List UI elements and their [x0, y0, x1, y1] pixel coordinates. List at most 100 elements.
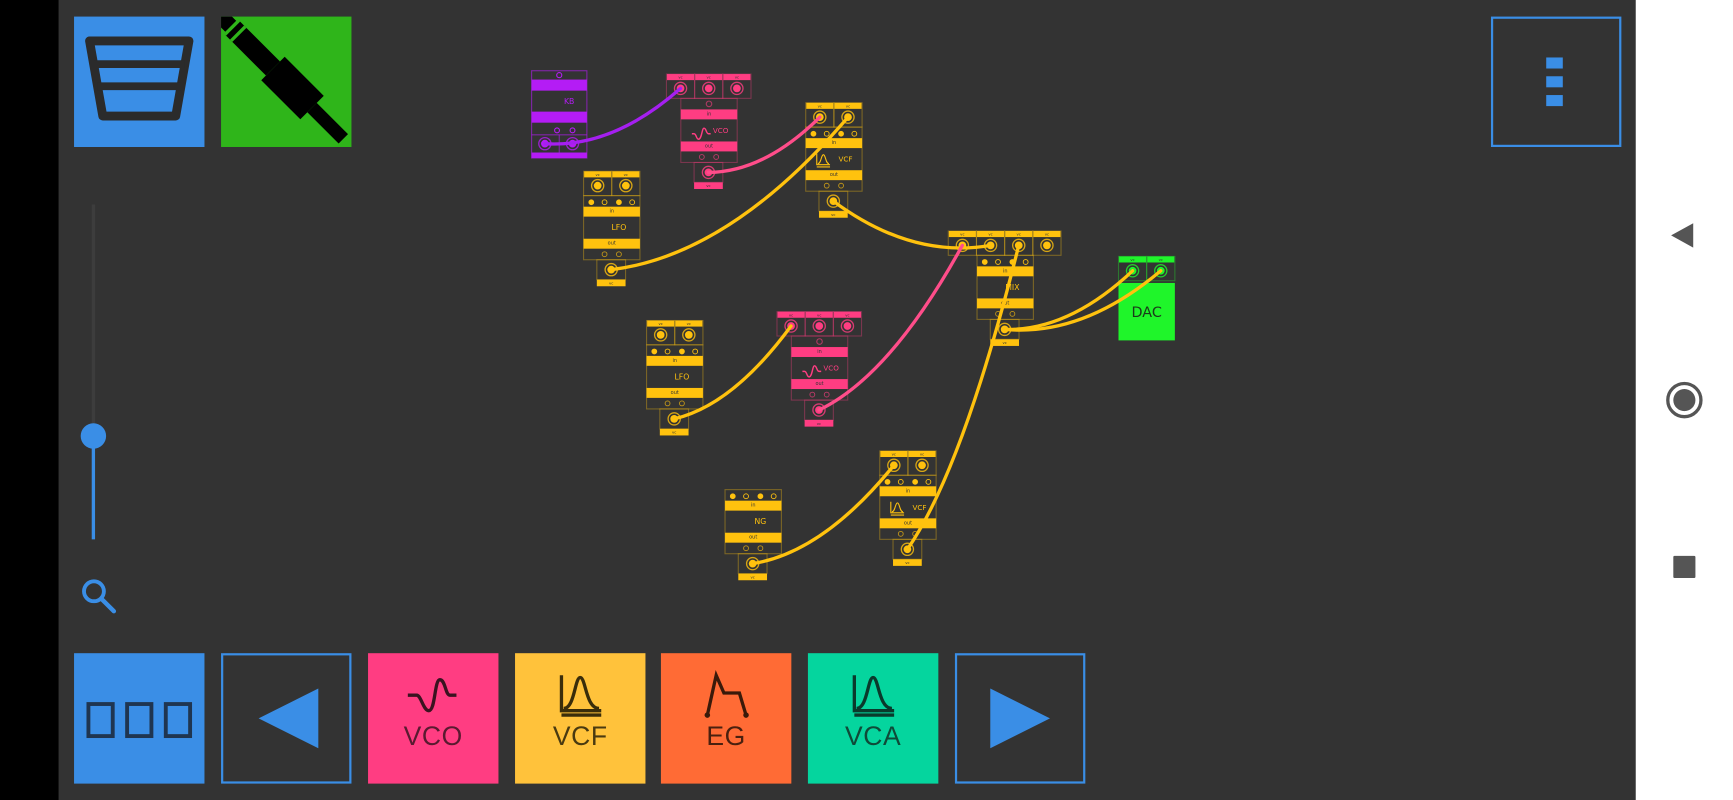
input-jack[interactable] — [682, 328, 696, 342]
param-dot — [588, 199, 595, 206]
port-footer — [596, 279, 626, 287]
jack-core — [621, 181, 630, 190]
port-footer — [893, 559, 922, 566]
input-jack[interactable] — [887, 458, 901, 473]
module-kb[interactable]: KB — [531, 70, 588, 159]
port-label: vc — [831, 212, 835, 217]
input-jack[interactable] — [813, 110, 827, 124]
zoom-slider-track[interactable] — [91, 204, 96, 540]
patch-cable[interactable] — [706, 115, 822, 175]
port-label: vc — [905, 560, 909, 565]
search-icon[interactable] — [80, 577, 120, 617]
output-jack[interactable] — [826, 194, 841, 208]
input-jack[interactable] — [619, 178, 633, 193]
input-jack[interactable] — [841, 110, 855, 124]
module-label: LFO — [612, 223, 627, 232]
port-header — [908, 450, 936, 458]
param-dot — [851, 130, 858, 137]
add-vcf-button[interactable]: VCF — [515, 653, 646, 784]
module-vcf1[interactable]: vc vc in VCF out vc — [805, 102, 863, 218]
out-bar — [583, 238, 640, 249]
home-icon[interactable] — [1664, 380, 1704, 420]
module-label: VCO — [713, 126, 729, 135]
prev-page-button[interactable] — [221, 653, 352, 784]
patch-cable[interactable] — [543, 86, 683, 146]
port-label: vc — [988, 232, 992, 237]
patch-canvas[interactable]: KB vc vc vc in VCO out vc vc vc in VCF out vc vc vc in LF… — [0, 0, 1636, 800]
patch-cable[interactable] — [609, 115, 850, 272]
module-vco1[interactable]: vc vc vc in VCO out vc — [665, 73, 752, 189]
param-dot — [995, 259, 1001, 265]
input-jack[interactable] — [701, 81, 716, 96]
left-edge-bar — [0, 0, 59, 800]
bar — [531, 111, 587, 123]
port-header — [675, 320, 703, 327]
trash-button[interactable] — [74, 16, 205, 147]
module-lfo1[interactable]: vc vc in LFO out vc — [583, 170, 641, 287]
patch-cable[interactable] — [672, 324, 793, 421]
port-label: vc — [707, 75, 711, 80]
back-icon[interactable] — [1669, 221, 1698, 250]
module-vco2[interactable]: vc vc vc in VCO out vc — [776, 311, 863, 427]
param-dot — [981, 259, 988, 265]
output-jack[interactable] — [812, 403, 826, 417]
in-bar — [680, 109, 738, 120]
dac-body — [1118, 282, 1175, 341]
port-label: vc — [818, 103, 822, 108]
param-dot — [664, 348, 671, 355]
modules-button[interactable] — [74, 653, 205, 784]
input-jack[interactable] — [784, 319, 798, 333]
input-jack[interactable] — [955, 238, 970, 253]
sine-wave-icon — [407, 678, 457, 713]
next-page-button[interactable] — [954, 653, 1086, 784]
input-jack[interactable] — [812, 319, 826, 333]
input-jack[interactable] — [673, 81, 688, 96]
param-dot — [809, 391, 816, 398]
module-dac[interactable]: vc vc DAC — [1117, 255, 1176, 341]
module-ng[interactable]: in NG out vc — [724, 489, 782, 581]
in-bar — [725, 500, 782, 511]
input-jack[interactable] — [1154, 264, 1168, 278]
jack-core — [733, 84, 741, 93]
input-jack[interactable] — [1040, 238, 1054, 253]
module-body — [583, 195, 641, 261]
port-header — [1033, 230, 1061, 238]
module-label: LFO — [675, 372, 690, 381]
in-label: in — [609, 209, 614, 215]
add-eg-button[interactable]: EG — [660, 653, 792, 784]
module-vcf2[interactable]: vc vc in VCF out vc — [879, 450, 937, 566]
input-jack[interactable] — [590, 178, 605, 193]
port-header — [647, 320, 675, 327]
add-vca-button[interactable]: VCA — [807, 653, 939, 784]
audio-jack-button[interactable] — [221, 16, 352, 147]
input-jack[interactable] — [915, 458, 929, 473]
input-jack[interactable] — [730, 81, 744, 96]
input-jack[interactable] — [840, 319, 855, 333]
recents-icon[interactable] — [1672, 555, 1696, 579]
android-nav-bar — [1635, 0, 1733, 800]
patch-cable[interactable] — [817, 243, 965, 412]
module-body — [680, 97, 738, 164]
port-footer — [694, 182, 723, 189]
input-jack[interactable] — [1125, 264, 1140, 278]
module-lfo2[interactable]: vc vc in LFO out vc — [646, 319, 704, 436]
in-label: in — [906, 488, 911, 494]
amp-curve-icon — [852, 675, 895, 717]
patch-cable[interactable] — [1002, 269, 1163, 332]
module-body — [976, 254, 1034, 320]
patch-cable[interactable] — [905, 243, 1021, 551]
patch-cable[interactable] — [831, 199, 993, 250]
param-dot — [616, 199, 622, 206]
port-footer — [990, 339, 1020, 346]
zoom-slider-thumb[interactable] — [80, 423, 107, 449]
output-jack[interactable] — [900, 542, 915, 557]
param-dot — [601, 199, 608, 206]
sine-wave-icon — [691, 127, 711, 140]
out-label: out — [904, 520, 912, 526]
param-dot — [897, 530, 904, 537]
port-header — [723, 74, 751, 81]
add-vco-button[interactable]: VCO — [368, 653, 499, 784]
menu-button[interactable] — [1490, 16, 1622, 147]
patch-cable[interactable] — [751, 463, 896, 566]
input-jack[interactable] — [653, 328, 668, 342]
